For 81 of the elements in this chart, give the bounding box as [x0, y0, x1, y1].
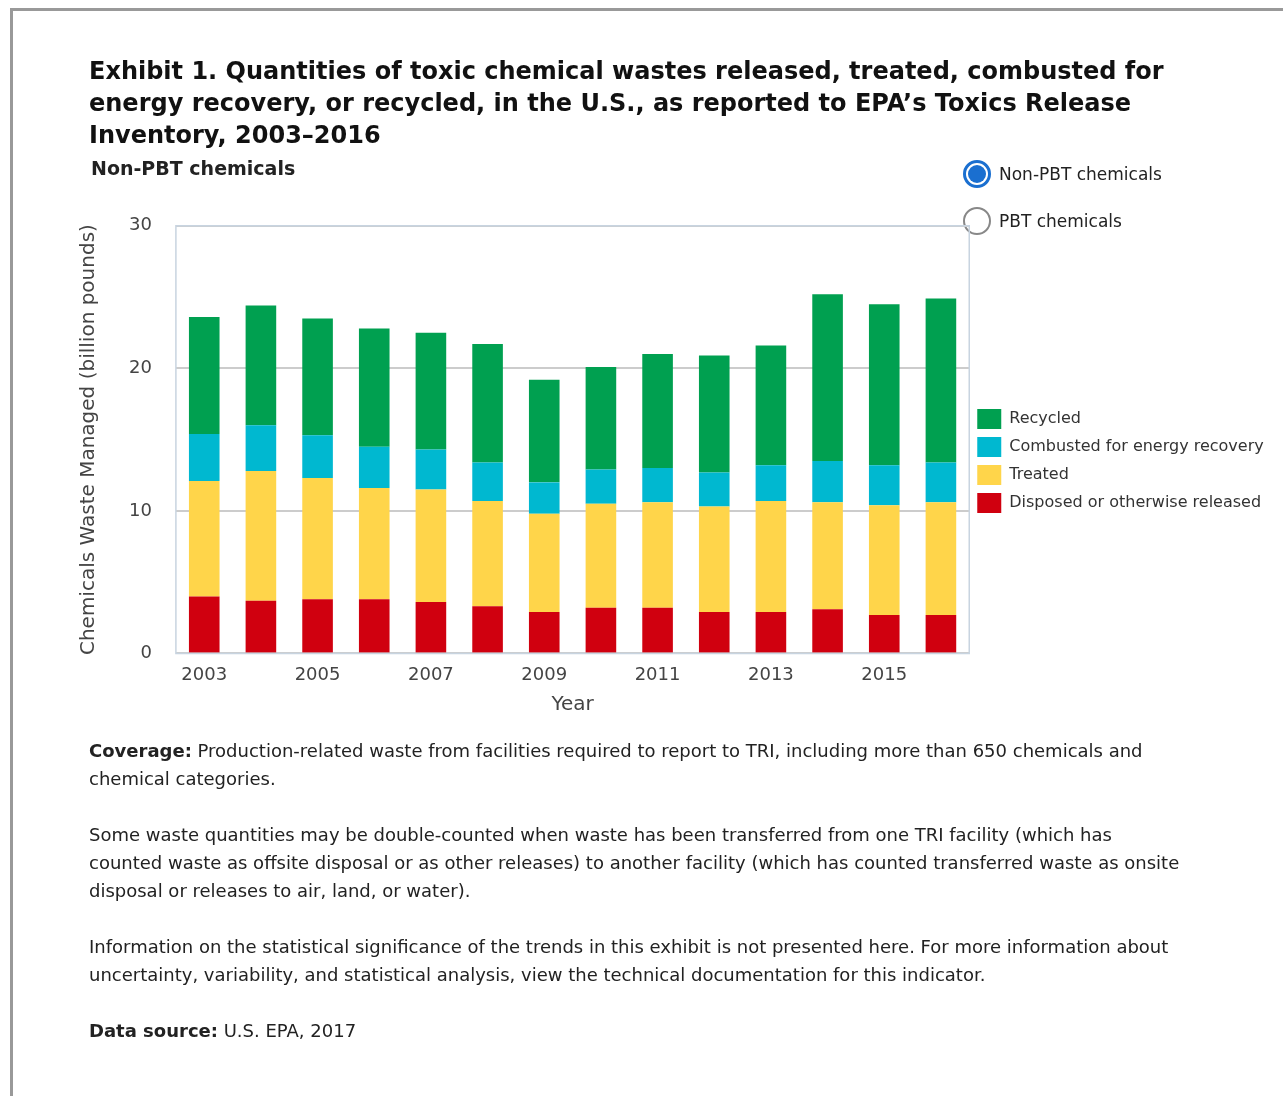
bar: [358, 328, 390, 447]
bar: [755, 612, 787, 653]
bar: [528, 482, 560, 514]
bar: [302, 435, 333, 479]
bar: [698, 506, 730, 613]
bar: [245, 470, 277, 601]
bar: [415, 602, 447, 653]
bar: [188, 317, 220, 434]
y-tick-label: 10: [129, 498, 152, 520]
bar: [925, 614, 957, 653]
bar: [302, 318, 333, 436]
bar: [642, 468, 673, 503]
source-note: Data source: U.S. EPA, 2017: [89, 1019, 358, 1043]
bar: [642, 354, 673, 469]
bar: [472, 462, 503, 501]
x-tick-label: 2007: [408, 662, 454, 684]
bar: [585, 607, 617, 653]
bar: [755, 500, 787, 613]
bar: [302, 599, 333, 653]
bar: [188, 480, 220, 597]
bar: [812, 609, 843, 653]
bar: [642, 607, 673, 653]
bar: [812, 502, 843, 610]
bar: [868, 304, 900, 466]
bar: [868, 614, 900, 653]
bar: [868, 465, 900, 506]
text: Some waste quantities may be double-counted when waste has been transferred from one TRI facility (which has counted waste as offsite disposal or as other releases) to another facility (which has counted transferred waste as onsite disposal or releases to air, land, or water).: [89, 823, 1181, 903]
text: Coverage: Production-related waste from facilities required to report to TRI, including more than 650 chemicals and chemical categories.: [89, 739, 1144, 791]
bar: [812, 460, 843, 503]
legend-label: Disposed or otherwise released: [1009, 492, 1262, 512]
bar: [245, 305, 277, 426]
x-tick-label: 2015: [861, 662, 908, 684]
bar: [698, 472, 730, 507]
text: Information on the statistical significance of the trends in this exhibit is not presented here. For more information about uncertainty, variability, and statistical analysis, view the technical documentation for this indicator.: [89, 935, 1170, 987]
legend-label: Combusted for energy recovery: [1009, 436, 1264, 456]
bar: [415, 449, 447, 490]
bar: [755, 465, 787, 501]
legend-label: Recycled: [1009, 408, 1081, 428]
chart-title: Exhibit 1. Quantities of toxic chemical wastes released, treated, combusted for energy recovery, or recycled, in the U.S., as reported to EPA’s Toxics Release Inventory, 2003–2016: [89, 56, 1165, 151]
bar: [415, 332, 447, 450]
text: Non-PBT chemicals: [999, 164, 1162, 184]
bar: [472, 500, 503, 607]
bar: [585, 503, 617, 608]
bar: [472, 344, 503, 463]
x-tick-label: 2011: [634, 662, 681, 684]
x-axis-title: Year: [550, 691, 595, 716]
y-axis-title: Chemicals Waste Managed (billion pounds): [75, 224, 100, 656]
bar: [925, 462, 957, 503]
bar: [585, 366, 617, 470]
bar: [188, 596, 220, 653]
bar: [925, 298, 957, 463]
chart-subtitle: Non-PBT chemicals: [91, 157, 296, 179]
bar: [812, 294, 843, 461]
bar: [528, 612, 560, 653]
text: PBT chemicals: [999, 211, 1122, 231]
bar: [358, 599, 390, 653]
y-tick-label: 0: [140, 641, 152, 663]
bar: [698, 355, 730, 473]
legend-label: Treated: [1008, 464, 1069, 484]
bar: [755, 345, 787, 466]
bar: [868, 505, 900, 615]
bar: [528, 379, 560, 483]
bar: [472, 606, 503, 653]
bar: [415, 489, 447, 603]
x-tick-label: 2003: [181, 662, 228, 684]
bar: [245, 425, 277, 471]
bar: [358, 488, 390, 600]
bar: [642, 502, 673, 608]
bar: [585, 469, 617, 504]
x-tick-label: 2009: [521, 662, 568, 684]
bar: [302, 478, 333, 600]
x-tick-label: 2013: [748, 662, 794, 684]
bar: [698, 612, 730, 653]
bar: [358, 446, 390, 489]
bar: [528, 513, 560, 613]
y-tick-label: 30: [129, 213, 152, 235]
bar: [925, 502, 957, 615]
bar: [188, 433, 220, 481]
bar: [245, 600, 277, 653]
x-tick-label: 2005: [294, 662, 341, 684]
y-tick-label: 20: [129, 356, 152, 378]
